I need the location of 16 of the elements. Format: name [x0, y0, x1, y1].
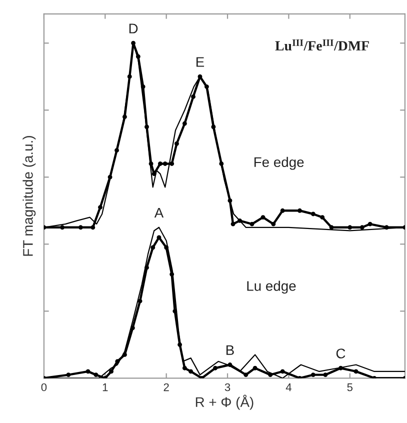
x-tick-label: 5 — [347, 383, 353, 392]
y-axis-title: FT magnitude (a.u.) — [22, 136, 36, 256]
x-tick-label: 0 — [41, 383, 47, 392]
annotation: E — [196, 57, 204, 67]
annotation: A — [154, 208, 164, 218]
annotation: D — [129, 24, 138, 34]
annotation: C — [336, 348, 346, 358]
x-tick-label: 2 — [164, 383, 169, 392]
x-tick-label: 4 — [286, 383, 292, 392]
x-tick-label: 3 — [224, 383, 230, 392]
annotation: Fe edge — [254, 156, 304, 170]
x-axis-title: R + Φ (Å) — [196, 394, 254, 410]
annotation: Lu$^{III}$/Fe$^{III}$/DMF — [275, 40, 369, 51]
annotation: B — [226, 345, 234, 355]
annotation: Lu edge — [247, 280, 296, 294]
x-tick-label: 1 — [102, 383, 108, 392]
